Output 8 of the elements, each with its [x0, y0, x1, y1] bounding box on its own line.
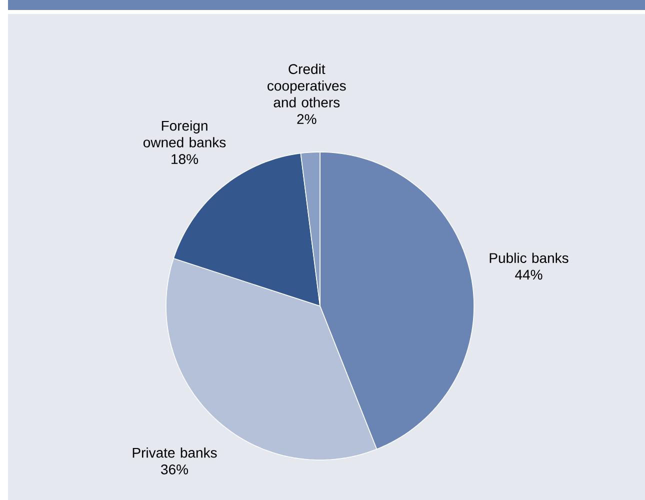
- data-label: 2%: [297, 114, 316, 124]
- slice-label: Credit cooperatives and others: [268, 64, 346, 108]
- slice-label: Public banks: [490, 252, 568, 264]
- data-label: 44%: [515, 270, 542, 280]
- slice-label: Private banks: [132, 447, 217, 458]
- data-label: 36%: [161, 464, 188, 474]
- slice-label: Foreign owned banks: [143, 120, 226, 148]
- data-label: 18%: [172, 154, 198, 164]
